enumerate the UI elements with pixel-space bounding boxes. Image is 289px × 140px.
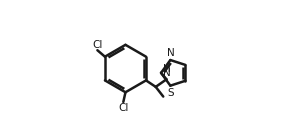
Text: N: N: [167, 48, 175, 58]
Text: N: N: [163, 68, 171, 78]
Text: S: S: [167, 88, 174, 98]
Text: Cl: Cl: [118, 102, 129, 113]
Text: H: H: [163, 65, 171, 74]
Text: Cl: Cl: [92, 40, 103, 50]
